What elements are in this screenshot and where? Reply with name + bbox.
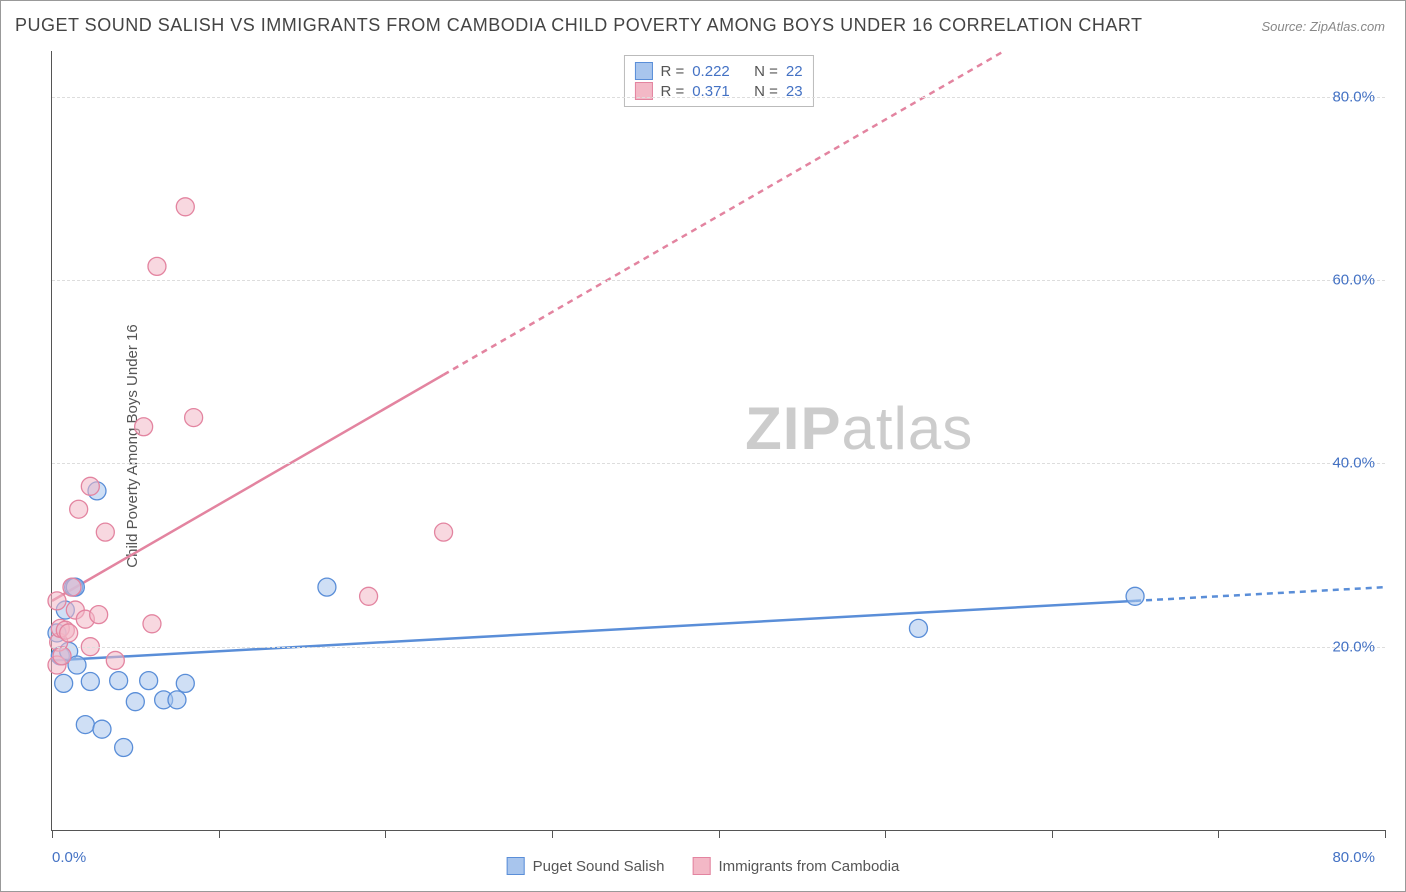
scatter-point xyxy=(48,592,66,610)
x-tick-label: 0.0% xyxy=(52,849,86,866)
chart-container: PUGET SOUND SALISH VS IMMIGRANTS FROM CA… xyxy=(0,0,1406,892)
x-tick xyxy=(1385,830,1386,838)
scatter-point xyxy=(96,523,114,541)
x-tick xyxy=(719,830,720,838)
plot-area: ZIPatlas R = 0.222 N = 22 R = 0.371 N = … xyxy=(51,51,1385,831)
trend-line-solid xyxy=(52,375,444,601)
source-label: Source: ZipAtlas.com xyxy=(1261,19,1385,34)
x-tick-label: 80.0% xyxy=(1332,849,1375,866)
grid-line xyxy=(52,647,1385,648)
scatter-point xyxy=(168,691,186,709)
scatter-point xyxy=(318,578,336,596)
grid-line xyxy=(52,280,1385,281)
legend-swatch xyxy=(692,857,710,875)
x-tick xyxy=(1052,830,1053,838)
y-tick-label: 40.0% xyxy=(1332,455,1375,472)
scatter-point xyxy=(70,500,88,518)
grid-line xyxy=(52,463,1385,464)
x-tick xyxy=(1218,830,1219,838)
scatter-point xyxy=(148,257,166,275)
scatter-point xyxy=(81,477,99,495)
y-tick-label: 60.0% xyxy=(1332,272,1375,289)
scatter-point xyxy=(176,674,194,692)
scatter-point xyxy=(185,409,203,427)
y-tick-label: 80.0% xyxy=(1332,88,1375,105)
scatter-point xyxy=(126,693,144,711)
scatter-point xyxy=(143,615,161,633)
trend-line-dashed xyxy=(1135,587,1385,601)
scatter-point xyxy=(110,672,128,690)
x-tick xyxy=(552,830,553,838)
scatter-point xyxy=(140,672,158,690)
scatter-point xyxy=(176,198,194,216)
legend-bottom-item: Puget Sound Salish xyxy=(507,857,665,875)
scatter-point xyxy=(60,624,78,642)
grid-line xyxy=(52,97,1385,98)
x-tick xyxy=(385,830,386,838)
scatter-point xyxy=(81,673,99,691)
x-tick xyxy=(885,830,886,838)
scatter-point xyxy=(76,716,94,734)
trend-line-dashed xyxy=(444,51,1005,375)
scatter-point xyxy=(909,619,927,637)
legend-swatch xyxy=(507,857,525,875)
legend-bottom-item: Immigrants from Cambodia xyxy=(692,857,899,875)
legend-label: Immigrants from Cambodia xyxy=(718,858,899,875)
y-tick-label: 20.0% xyxy=(1332,638,1375,655)
scatter-point xyxy=(360,587,378,605)
scatter-point xyxy=(53,647,71,665)
legend-bottom: Puget Sound Salish Immigrants from Cambod… xyxy=(507,857,900,875)
legend-label: Puget Sound Salish xyxy=(533,858,665,875)
trend-line-solid xyxy=(52,601,1135,661)
x-tick xyxy=(52,830,53,838)
scatter-point xyxy=(93,720,111,738)
scatter-point xyxy=(55,674,73,692)
scatter-point xyxy=(63,578,81,596)
scatter-point xyxy=(90,606,108,624)
scatter-point xyxy=(135,418,153,436)
scatter-point xyxy=(115,739,133,757)
chart-svg xyxy=(52,51,1385,830)
x-tick xyxy=(219,830,220,838)
scatter-point xyxy=(106,651,124,669)
chart-title: PUGET SOUND SALISH VS IMMIGRANTS FROM CA… xyxy=(15,15,1143,36)
scatter-point xyxy=(1126,587,1144,605)
scatter-point xyxy=(435,523,453,541)
